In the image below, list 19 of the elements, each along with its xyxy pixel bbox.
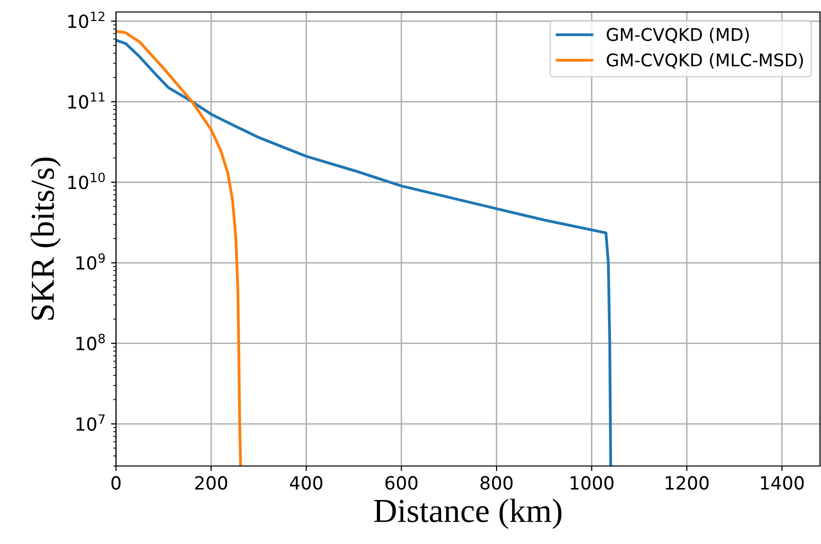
x-tick-label: 1200: [666, 476, 709, 490]
x-tick-label: 400: [290, 476, 322, 490]
x-tick-label: 200: [195, 476, 228, 490]
x-tick-label: 1400: [760, 476, 804, 490]
x-tick-label: 800: [480, 476, 513, 490]
y-axis-title: SKR (bits/s): [30, 158, 61, 320]
y-tick-label: 10$^{9}$: [76, 253, 105, 270]
y-tick-label: 10$^{12}$: [68, 12, 104, 28]
legend-label: GM-CVQKD (MD): [606, 28, 749, 44]
x-axis-title: Distance (km): [374, 498, 562, 529]
y-tick-label: 10$^{11}$: [68, 92, 104, 109]
y-tick-label: 10$^{7}$: [76, 414, 105, 431]
x-tick-label: 600: [385, 476, 418, 490]
y-tick-label: 10$^{8}$: [76, 334, 105, 350]
line-series: [116, 30, 242, 466]
x-tick-label: 1000: [570, 476, 614, 490]
x-tick-label: 0: [111, 476, 121, 490]
y-tick-label: 10$^{10}$: [68, 172, 105, 190]
legend-label: GM-CVQKD (MLC-MSD): [606, 53, 803, 69]
